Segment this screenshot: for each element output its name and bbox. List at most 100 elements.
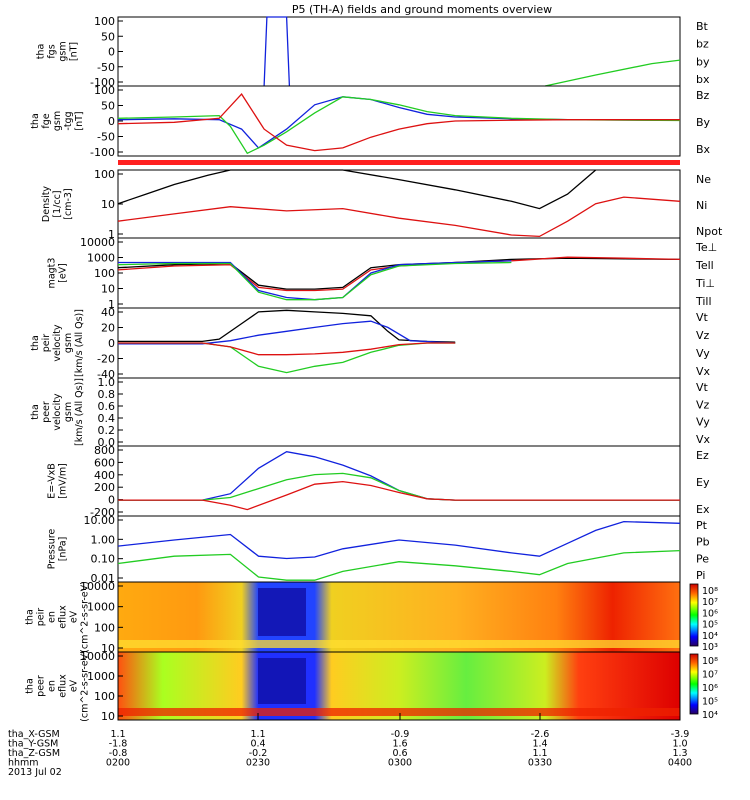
- y-axis-label: en: [47, 611, 58, 623]
- legend-entry: by: [696, 55, 710, 68]
- y-tick-label: -20: [97, 353, 115, 366]
- axis-row-value: 0.6: [392, 748, 407, 759]
- y-tick-label: 600: [94, 456, 115, 469]
- y-axis-label: velocity: [52, 393, 63, 431]
- axis-row-value: -0.2: [249, 748, 268, 759]
- series-line-Ez: [118, 480, 680, 511]
- y-tick-label: 0.01: [91, 572, 116, 585]
- time-axis: tha_X-GSM 1.1 1.1 -0.9 -2.6 -3.9 tha_Y-GSM -1.8…: [8, 713, 692, 778]
- series-line-by: [544, 59, 681, 87]
- y-tick-label: 0: [108, 115, 115, 128]
- legend-entry: Ti⊥: [695, 277, 715, 290]
- series-line-Vx: [118, 320, 456, 345]
- axis-row-value: 1.0: [672, 739, 687, 750]
- colorbar-tick-label: 10⁵: [702, 620, 718, 631]
- legend-entry: Pt: [696, 519, 708, 532]
- y-axis-label: eV: [69, 679, 80, 692]
- y-tick-label: -100: [90, 76, 115, 89]
- legend-entry: Bt: [696, 20, 709, 33]
- y-tick-label: 1000: [87, 670, 115, 683]
- spectrogram-core-8: [258, 588, 306, 636]
- colorbar-tick-label: 10⁴: [702, 710, 718, 721]
- y-tick-label: 100: [94, 168, 115, 181]
- legend-entry: bx: [696, 73, 710, 86]
- series-line-Ne: [117, 196, 681, 238]
- y-tick-label: 0.6: [98, 400, 116, 413]
- y-tick-label: 10000: [80, 580, 115, 593]
- series-line-Till: [117, 261, 512, 301]
- y-tick-label: 10000: [80, 236, 115, 249]
- y-axis-label: eflux: [58, 674, 69, 698]
- y-axis-label: fgs: [47, 44, 58, 58]
- y-tick-label: 1000: [87, 601, 115, 614]
- colorbar-tick-label: 10⁴: [702, 631, 718, 642]
- legend-entry: Vy: [696, 416, 710, 429]
- axis-row-value: 0330: [528, 758, 552, 769]
- legend-entry: Pe: [696, 552, 709, 565]
- y-axis-label: tha: [25, 678, 36, 694]
- y-tick-label: 0.10: [91, 553, 116, 566]
- y-tick-label: 1000: [87, 252, 115, 265]
- panel-frame-1: [117, 85, 681, 157]
- colorbar-tick-label: 10⁶: [702, 683, 718, 694]
- y-axis-label: (cm^2-s-sr-eV): [80, 650, 91, 722]
- y-axis-label: velocity: [52, 324, 63, 362]
- chart-title: P5 (TH-A) fields and ground moments over…: [292, 3, 552, 16]
- y-tick-label: -50: [97, 61, 115, 74]
- legend-entry: Pb: [696, 536, 710, 549]
- legend-entry: Vt: [696, 381, 709, 394]
- series-line-Pe: [117, 549, 681, 581]
- axis-row-value: 0200: [106, 758, 130, 769]
- y-tick-label: 10: [101, 198, 115, 211]
- y-tick-label: 100: [94, 690, 115, 703]
- axis-row-value: -0.8: [109, 748, 128, 759]
- y-axis-label: gsm: [58, 41, 69, 61]
- legend-entry: Bz: [696, 89, 710, 102]
- legend-entry: Vz: [696, 329, 710, 342]
- y-axis-label: gsm: [52, 111, 63, 131]
- colorbar-tick-label: 10⁷: [702, 597, 718, 608]
- legend-entry: Vx: [696, 433, 711, 446]
- axis-row-value: 0230: [246, 758, 270, 769]
- axis-row-label: tha_Y-GSM: [8, 739, 58, 750]
- y-axis-label: peer: [36, 675, 47, 697]
- series-line-Vy: [118, 342, 456, 374]
- axis-row-value: 1.1: [250, 729, 265, 740]
- y-axis-label: eflux: [58, 605, 69, 629]
- series-line-Vt: [118, 309, 456, 343]
- spectrogram-core-9: [258, 658, 306, 704]
- y-axis-label: magt3: [47, 258, 58, 289]
- axis-row-value: -2.6: [531, 729, 550, 740]
- y-tick-label: -40: [97, 368, 115, 381]
- axis-row-value: 0300: [388, 758, 412, 769]
- y-tick-label: 0.0: [98, 436, 116, 449]
- colorbar-tick-label: 10⁵: [702, 697, 718, 708]
- legend-entry: Ez: [696, 449, 709, 462]
- axis-row-value: 1.1: [110, 729, 125, 740]
- axis-row-value: 1.1: [532, 748, 547, 759]
- series-line-Ey: [118, 472, 680, 501]
- axis-row-value: -3.9: [671, 729, 690, 740]
- legend-entry: Pi: [696, 569, 705, 582]
- y-axis-label: Pressure: [47, 529, 58, 570]
- y-axis-label: peir: [41, 334, 52, 353]
- y-tick-label: 10: [101, 642, 115, 655]
- y-tick-label: 200: [94, 481, 115, 494]
- axis-row-value: -0.9: [391, 729, 410, 740]
- legend-entry: bz: [696, 38, 709, 51]
- y-tick-label: 0: [108, 46, 115, 59]
- y-axis-label: [km/s (All Qs)]: [74, 378, 85, 446]
- spectrogram-lowband-9: [118, 708, 680, 716]
- y-axis-label: en: [47, 680, 58, 692]
- series-line-Ni: [117, 169, 597, 210]
- y-axis-label: [nT]: [69, 42, 80, 61]
- legend-entry: Te⊥: [695, 241, 717, 254]
- y-tick-label: -100: [90, 146, 115, 159]
- y-tick-label: -50: [97, 131, 115, 144]
- y-axis-label: E=-VxB: [47, 463, 58, 498]
- series-line-Vz: [118, 342, 456, 356]
- y-axis-label: [1/cc]: [52, 190, 63, 217]
- y-axis-label: tha: [36, 44, 47, 60]
- y-axis-label: -tgg: [63, 111, 74, 130]
